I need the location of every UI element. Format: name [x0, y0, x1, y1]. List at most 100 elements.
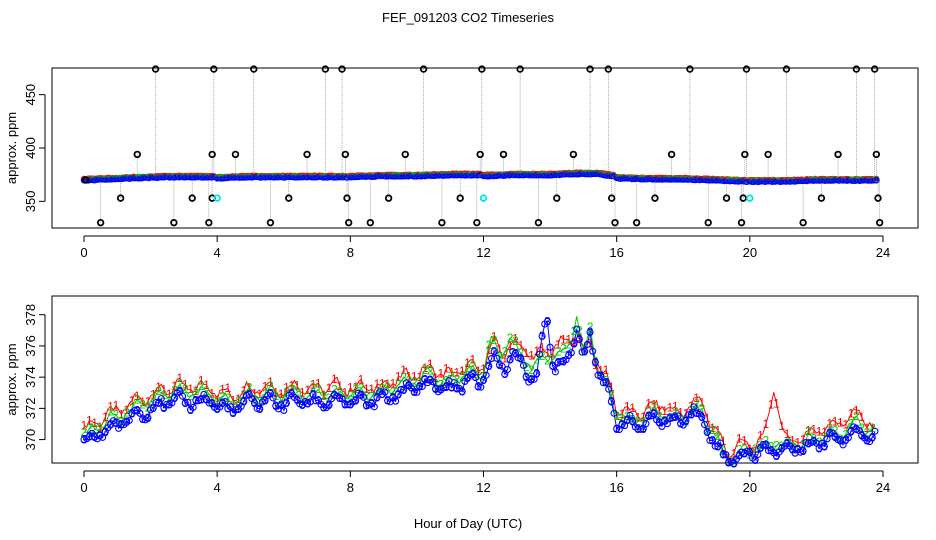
series-3-label: 3: [757, 441, 764, 455]
series-3-label: 3: [347, 398, 354, 412]
bottom-series-markers: 1111111111111111111111111111111111111111…: [80, 314, 879, 471]
top-x-tick-label: 4: [214, 245, 221, 260]
series-3-label: 3: [134, 403, 141, 417]
series-1-label: 1: [800, 432, 807, 446]
series-1-label: 1: [752, 444, 759, 458]
outlier-point: [170, 218, 178, 227]
series-3-label: 3: [731, 457, 738, 471]
series-1-label: 1: [661, 404, 668, 418]
series-2-label: 2: [304, 390, 311, 404]
series-3-label: 3: [848, 424, 855, 438]
series-3-label: 3: [762, 438, 769, 452]
series-3-marker: [629, 417, 637, 426]
series-2-label: 2: [267, 379, 274, 393]
series-1-label: 1: [347, 381, 354, 395]
series-3-marker: [373, 394, 381, 402]
series-2-label: 2: [842, 427, 849, 441]
outlier-point: [478, 65, 486, 73]
series-3-marker: [706, 436, 714, 444]
series-1-label: 1: [731, 446, 738, 460]
outlier-point: [343, 194, 351, 202]
series-3-marker: [471, 374, 480, 382]
bottom-x-tick-label: 8: [347, 480, 354, 495]
series-1-label: 1: [304, 383, 311, 397]
series-2-label: 2: [858, 421, 865, 435]
series-2-label: 2: [651, 400, 658, 414]
series-3-marker: [450, 379, 458, 387]
series-3-marker: [586, 328, 594, 336]
series-3-label: 3: [523, 370, 530, 384]
outlier-point: [739, 194, 747, 202]
series-3-marker: [144, 414, 152, 422]
series-3-marker: [482, 371, 490, 379]
outlier-point: [534, 218, 543, 227]
series-1-label: 1: [736, 432, 743, 446]
series-3-label: 3: [629, 414, 636, 428]
series-3-marker: [868, 433, 876, 442]
top-droplines: [85, 69, 881, 223]
bottom-y-tick-label: 378: [23, 304, 38, 326]
series-3-label: 3: [283, 396, 290, 410]
series-1-label: 1: [214, 393, 221, 407]
series-3-marker: [716, 439, 725, 447]
series-2-label: 2: [193, 386, 200, 400]
outlier-point: [852, 65, 861, 73]
series-1-label: 1: [326, 381, 333, 395]
series-3-label: 3: [326, 398, 333, 412]
series-3-label: 3: [390, 390, 397, 404]
series-3-marker: [607, 397, 615, 406]
series-3-marker: [610, 409, 618, 417]
outlier-point: [722, 194, 731, 202]
series-3-label: 3: [278, 398, 285, 412]
top-x-tick-label: 20: [743, 245, 757, 260]
series-1-label: 1: [613, 409, 620, 423]
series-2-label: 2: [629, 412, 636, 426]
outlier-point: [611, 218, 619, 227]
series-1-label: 1: [571, 335, 578, 349]
series-1-label: 1: [762, 417, 769, 431]
series-2-label: 2: [635, 414, 642, 428]
series-1-label: 1: [395, 370, 402, 384]
series-3-marker: [754, 450, 762, 459]
bottom-x-tick-label: 24: [876, 480, 890, 495]
series-3-marker: [599, 379, 607, 387]
outlier-point: [834, 150, 842, 159]
series-1-label: 1: [496, 342, 503, 356]
series-3-marker: [416, 382, 424, 390]
series-2-label: 2: [746, 447, 753, 461]
series-1-label: 1: [523, 346, 530, 360]
series-3-marker: [533, 370, 541, 378]
series-3-label: 3: [507, 353, 514, 367]
series-3-label: 3: [773, 449, 780, 463]
top-axes: 0 4 8 12 16 20 24 350 400 450: [23, 84, 890, 260]
series-2-label: 2: [406, 374, 413, 388]
series-3-marker: [583, 340, 591, 348]
series-3-label: 3: [240, 394, 247, 408]
outlier-point: [817, 194, 826, 202]
series-2-label: 2: [177, 377, 184, 391]
series-1-label: 1: [379, 376, 386, 390]
x-axis-title: Hour of Day (UTC): [414, 516, 522, 531]
series-3-label: 3: [432, 382, 439, 396]
series-1-label: 1: [784, 427, 791, 441]
series-3-label: 3: [746, 445, 753, 459]
series-1-label: 1: [725, 452, 732, 466]
series-3-marker: [253, 404, 261, 412]
series-3-marker: [826, 429, 834, 437]
outlier-point: [266, 218, 275, 227]
series-3-label: 3: [86, 430, 93, 444]
series-2-label: 2: [565, 337, 572, 351]
series-3-marker: [157, 395, 165, 403]
series-2-label: 2: [832, 424, 839, 438]
series-3-label: 3: [315, 393, 322, 407]
bottom-x-tick-label: 4: [214, 480, 221, 495]
series-2-label: 2: [331, 383, 338, 397]
series-3-label: 3: [406, 378, 413, 392]
series-2-label: 2: [416, 375, 423, 389]
series-1-label: 1: [224, 381, 231, 395]
bottom-x-tick-label: 0: [80, 480, 87, 495]
series-3-marker: [352, 396, 360, 405]
series-2-label: 2: [709, 423, 716, 437]
series-3-label: 3: [267, 386, 274, 400]
outlier-point: [419, 65, 428, 73]
